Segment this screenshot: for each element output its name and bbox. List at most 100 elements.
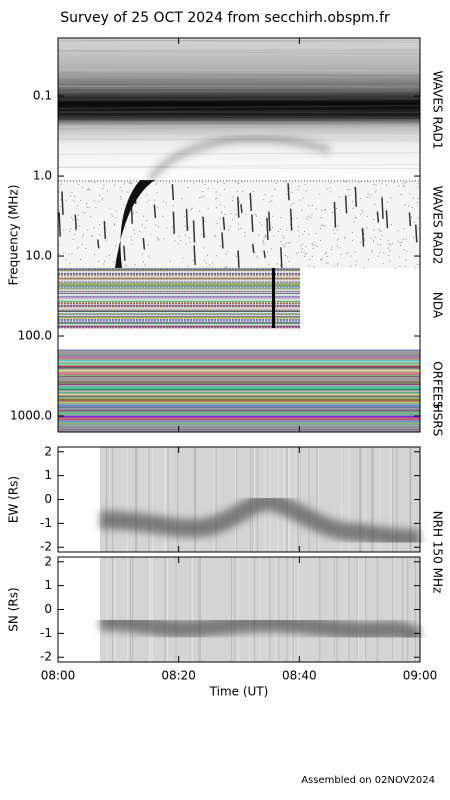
rad2-noise <box>400 244 402 246</box>
rad2-noise <box>142 215 144 217</box>
rad2-noise <box>367 181 369 183</box>
rad2-burst <box>61 191 64 215</box>
rad2-noise <box>417 186 419 188</box>
rad2-noise <box>226 180 228 182</box>
rad2-burst <box>171 184 175 201</box>
rad1-streak <box>57 120 421 124</box>
rad1-streak <box>57 74 421 77</box>
rad2-noise <box>148 255 150 257</box>
rad2-burst <box>268 211 271 232</box>
rad2-burst <box>251 214 254 232</box>
y-tick-label: 1000.0 <box>10 409 52 423</box>
x-tick-label: 08:00 <box>41 669 76 683</box>
rad2-noise <box>215 207 217 209</box>
rad2-noise <box>172 226 174 228</box>
rad2-noise <box>146 201 148 203</box>
rad2-noise <box>264 194 266 196</box>
rad1-streak <box>57 160 421 163</box>
rad2-noise <box>156 236 158 238</box>
rad2-noise <box>91 235 93 237</box>
rad2-noise <box>120 198 122 200</box>
rad2-noise <box>336 208 338 210</box>
rad2-noise <box>329 187 331 189</box>
rad2-noise <box>227 251 229 253</box>
rad2-noise <box>338 238 340 240</box>
rad2-noise <box>318 193 320 195</box>
rad2-noise <box>413 221 415 223</box>
rad2-noise <box>187 186 189 188</box>
rad2-noise <box>205 262 207 264</box>
rad2-noise <box>383 252 385 254</box>
rad2-noise <box>353 221 355 223</box>
y-axis-label: EW (Rs) <box>7 476 21 523</box>
rad2-noise <box>405 238 407 240</box>
x-axis-label: Time (UT) <box>209 685 269 699</box>
rad2-noise <box>65 259 67 261</box>
band-label: HSRS <box>431 404 445 437</box>
rad2-noise <box>212 262 214 264</box>
rad2-noise <box>91 235 93 237</box>
rad2-noise <box>373 218 375 220</box>
rad2-noise <box>107 190 109 192</box>
rad2-noise <box>224 206 226 208</box>
rad2-noise <box>224 266 226 268</box>
rad2-noise <box>150 233 152 235</box>
rad2-noise <box>399 265 401 267</box>
rad2-noise <box>76 247 78 249</box>
x-tick-label: 08:20 <box>161 669 196 683</box>
rad2-noise <box>204 220 206 222</box>
rad2-noise <box>265 235 267 237</box>
rad2-noise <box>280 228 282 230</box>
rad2-noise <box>190 208 192 210</box>
rad2-noise <box>198 181 200 183</box>
rad2-noise <box>162 215 164 217</box>
rad2-noise <box>200 233 202 235</box>
rad2-burst <box>221 232 224 249</box>
rad1-streak <box>57 83 421 88</box>
rad2-noise <box>201 181 203 183</box>
rad2-noise <box>230 213 232 215</box>
rad2-noise <box>308 259 310 261</box>
rad2-noise <box>82 233 84 235</box>
rad2-noise <box>263 243 265 245</box>
rad2-noise <box>207 188 209 190</box>
rad2-burst <box>202 216 205 238</box>
rad1-streak <box>57 78 421 81</box>
rad2-noise <box>133 229 135 231</box>
rad2-noise <box>71 253 73 255</box>
rad2-noise <box>156 192 158 194</box>
rad2-noise <box>202 191 204 193</box>
rad2-noise <box>340 253 342 255</box>
rad2-noise <box>79 258 81 260</box>
nrh-source-track <box>99 492 421 548</box>
rad2-noise <box>360 214 362 216</box>
rad2-noise <box>274 188 276 190</box>
rad2-noise <box>398 256 400 258</box>
rad2-noise <box>327 262 329 264</box>
rad2-noise <box>70 228 72 230</box>
rad2-noise <box>82 211 84 213</box>
rad2-noise <box>253 191 255 193</box>
rad2-noise <box>306 218 308 220</box>
rad2-noise <box>336 245 338 247</box>
rad2-burst <box>381 197 384 219</box>
rad2-burst <box>287 183 290 201</box>
rad2-noise <box>203 259 205 261</box>
rad2-noise <box>301 248 303 250</box>
rad2-noise <box>98 224 100 226</box>
rad2-noise <box>333 207 335 209</box>
rad2-noise <box>375 190 377 192</box>
rad2-noise <box>87 229 89 231</box>
rad2-noise <box>329 182 331 184</box>
rad2-noise <box>399 242 401 244</box>
rad2-noise <box>165 202 167 204</box>
rad2-noise <box>398 185 400 187</box>
rad2-noise <box>364 237 366 239</box>
rad2-noise <box>344 180 346 182</box>
rad2-noise <box>361 209 363 211</box>
rad2-noise <box>370 194 372 196</box>
rad2-noise <box>409 193 411 195</box>
rad2-noise <box>232 199 234 201</box>
rad2-burst <box>408 212 412 227</box>
rad2-noise <box>70 195 72 197</box>
